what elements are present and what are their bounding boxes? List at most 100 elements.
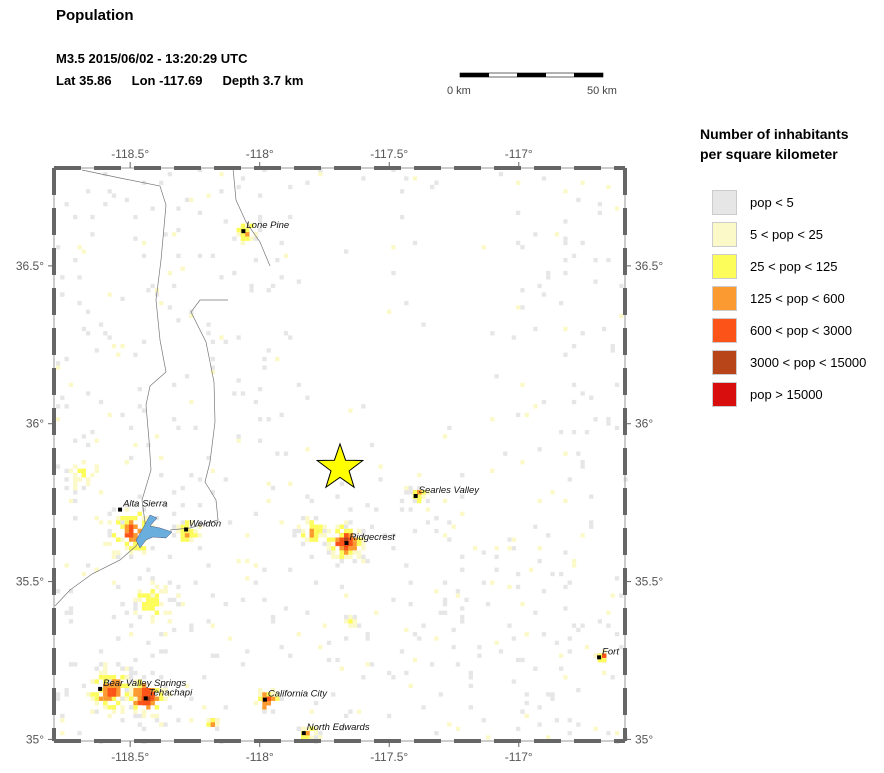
city-marker <box>143 696 148 701</box>
population-cell <box>154 610 160 615</box>
population-cell <box>55 404 61 409</box>
population-cell <box>137 614 142 620</box>
population-cell <box>258 417 263 422</box>
population-cell <box>159 688 164 693</box>
population-cell <box>279 275 284 280</box>
population-cell <box>253 236 258 241</box>
population-cell <box>576 627 581 633</box>
population-cell <box>81 468 86 473</box>
population-cell <box>167 270 172 276</box>
population-cell <box>141 726 147 731</box>
population-cell <box>98 670 104 676</box>
population-cell <box>73 438 78 443</box>
population-cell <box>133 700 138 706</box>
population-cell <box>154 602 160 607</box>
population-cell <box>421 322 426 327</box>
population-cell <box>60 718 65 723</box>
population-cell <box>150 614 155 620</box>
population-cell <box>559 430 564 435</box>
population-cell <box>348 520 353 525</box>
population-cell <box>356 709 362 714</box>
population-cell <box>73 464 78 469</box>
population-cell <box>460 606 465 611</box>
population-cell <box>516 571 521 577</box>
population-cell <box>412 176 418 181</box>
city-label: Bear Valley Springs <box>103 678 186 689</box>
population-cell <box>137 688 142 693</box>
population-cell <box>361 176 366 181</box>
population-cell <box>172 524 177 529</box>
population-cell <box>124 666 129 671</box>
population-cell <box>537 722 542 727</box>
population-cell <box>227 636 233 641</box>
population-cell <box>159 589 164 594</box>
population-cell <box>68 619 74 624</box>
population-cell <box>563 606 568 611</box>
population-cell <box>141 713 147 719</box>
population-cell <box>313 533 319 538</box>
population-cell <box>602 653 607 658</box>
population-cell <box>167 305 172 310</box>
population-cell <box>550 571 555 577</box>
population-cell <box>133 236 138 241</box>
population-cell <box>107 533 112 538</box>
population-cell <box>610 348 615 353</box>
population-cell <box>245 649 250 654</box>
population-cell <box>167 610 172 615</box>
population-cell <box>326 657 332 663</box>
population-cell <box>524 713 529 719</box>
population-cell <box>133 696 138 701</box>
population-cell <box>94 438 99 443</box>
population-cell <box>210 369 215 375</box>
population-cell <box>94 700 99 706</box>
population-cell <box>597 619 602 624</box>
population-cell <box>210 468 215 473</box>
population-cell <box>55 696 61 701</box>
population-cell <box>150 688 155 693</box>
population-cell <box>326 541 332 547</box>
population-cell <box>283 606 289 611</box>
population-cell <box>249 236 254 241</box>
city-label: Lone Pine <box>246 220 289 231</box>
population-cell <box>107 688 112 693</box>
population-cell <box>442 610 448 615</box>
population-cell <box>322 528 327 534</box>
population-cell <box>335 524 340 529</box>
population-cell <box>309 498 314 504</box>
population-cell <box>236 438 241 443</box>
population-cell <box>55 589 61 594</box>
population-cell <box>98 649 104 654</box>
legend-label: 125 < pop < 600 <box>750 290 845 306</box>
population-cell <box>150 546 155 551</box>
population-cell <box>210 722 215 727</box>
population-cell <box>279 412 284 418</box>
population-cell <box>348 537 353 542</box>
population-cell <box>464 597 469 602</box>
population-cell <box>111 696 117 701</box>
population-cell <box>141 692 147 697</box>
population-cell <box>189 696 194 701</box>
population-cell <box>184 374 190 379</box>
population-cell <box>141 675 147 680</box>
population-cell <box>430 662 435 667</box>
population-cell <box>193 533 198 538</box>
population-cell <box>494 374 499 379</box>
population-cell <box>103 331 108 336</box>
population-cell <box>81 460 86 465</box>
population-cell <box>184 533 190 538</box>
population-cell <box>563 236 568 241</box>
legend-item: pop > 15000 <box>712 381 823 407</box>
population-cell <box>103 541 108 547</box>
population-cell <box>137 683 142 688</box>
population-cell <box>146 700 151 706</box>
population-cell <box>614 731 620 736</box>
population-cell <box>189 399 194 405</box>
population-cell <box>348 550 353 555</box>
population-cell <box>356 528 362 534</box>
population-cell <box>275 692 280 697</box>
population-cell <box>288 184 293 190</box>
population-cell <box>623 477 628 482</box>
legend-swatch <box>712 381 737 407</box>
population-cell <box>580 464 585 469</box>
population-cell <box>55 464 61 469</box>
